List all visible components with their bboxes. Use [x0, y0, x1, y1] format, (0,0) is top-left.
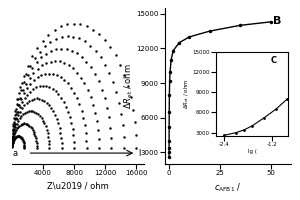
Y-axis label: $\Delta R_{\mathrm{et}}$ / ohm: $\Delta R_{\mathrm{et}}$ / ohm	[122, 63, 135, 109]
X-axis label: Z\u2019 / ohm: Z\u2019 / ohm	[47, 182, 109, 191]
Y-axis label: $\Delta R_{\mathrm{et}}$ / ohm: $\Delta R_{\mathrm{et}}$ / ohm	[182, 79, 191, 109]
Text: l: l	[138, 149, 140, 158]
Text: B: B	[272, 16, 281, 26]
Text: a: a	[13, 149, 18, 158]
X-axis label: lg (: lg (	[248, 149, 256, 154]
X-axis label: $c_{\mathrm{AFB1}}$ /: $c_{\mathrm{AFB1}}$ /	[214, 182, 242, 194]
Text: C: C	[271, 56, 277, 65]
